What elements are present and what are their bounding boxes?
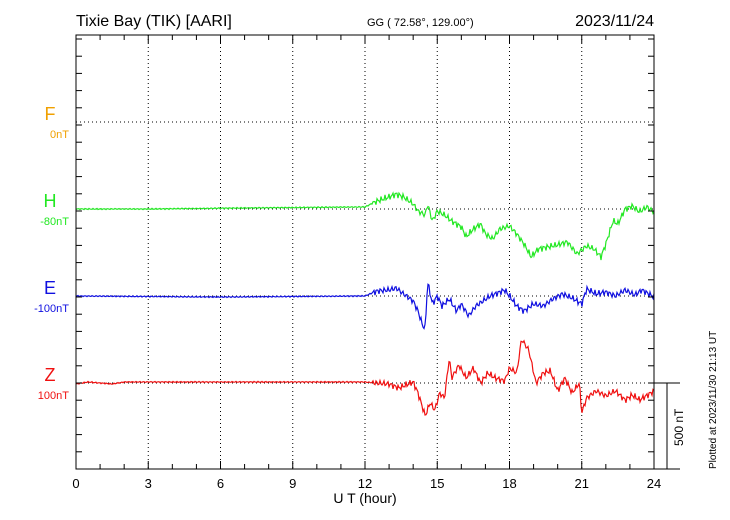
x-tick-label: 6 <box>217 476 224 491</box>
x-tick-label: 9 <box>289 476 296 491</box>
plotted-timestamp: Plotted at 2023/11/30 21:13 UT <box>708 331 719 469</box>
trace-E <box>75 283 655 330</box>
series-offset-Z: 100nT <box>38 390 69 402</box>
series-offset-E: -100nT <box>34 303 69 315</box>
x-tick-label: 15 <box>430 476 444 491</box>
x-tick-label: 3 <box>145 476 152 491</box>
grid <box>76 35 654 469</box>
trace-Z <box>75 339 655 416</box>
x-tick-label: 21 <box>575 476 589 491</box>
series-name-E: E <box>44 278 56 298</box>
coordinates: GG ( 72.58°, 129.00°) <box>367 17 474 29</box>
x-tick-label: 24 <box>647 476 661 491</box>
series-offset-F: 0nT <box>50 129 69 141</box>
station-title: Tixie Bay (TIK) [AARI] <box>76 13 232 30</box>
series-offset-H: -80nT <box>40 216 69 228</box>
axis-ticks: 0 3 6 9 12 15 18 21 24 <box>72 35 661 491</box>
series-name-F: F <box>45 104 56 124</box>
series-name-Z: Z <box>45 365 56 385</box>
scale-bar-label: 500 nT <box>672 408 686 446</box>
series-name-H: H <box>44 191 57 211</box>
x-tick-label: 18 <box>502 476 516 491</box>
x-tick-label: 12 <box>358 476 372 491</box>
series-labels: F 0nT H -80nT E -100nT Z 100nT <box>34 104 69 402</box>
x-axis-label: U T (hour) <box>333 490 396 506</box>
date-label: 2023/11/24 <box>575 13 654 30</box>
traces <box>75 191 655 416</box>
trace-H <box>75 191 655 261</box>
x-tick-label: 0 <box>72 476 79 491</box>
